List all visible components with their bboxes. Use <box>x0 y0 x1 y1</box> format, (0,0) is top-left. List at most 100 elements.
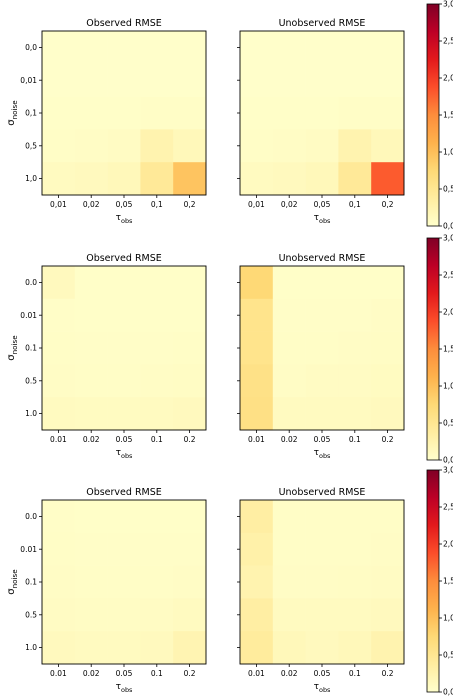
colorbar: 0,0 0,5 1,0 1,5 2,0 2,5 3,0 <box>426 466 453 697</box>
heatmap-cell <box>240 162 274 196</box>
heatmap-cell <box>272 631 306 665</box>
heatmap-panel: Observed RMSE 0.01 0.02 0.05 0.1 0.2 0.0 0.01 0.… <box>6 487 207 694</box>
heatmap-cell <box>140 397 174 431</box>
heatmap-cell <box>371 162 405 196</box>
heatmap-cell <box>74 63 108 97</box>
heatmap-cell <box>371 631 405 665</box>
y-axis-label: σnoise <box>6 335 19 361</box>
heatmap-cell <box>240 63 274 97</box>
colorbar-tick-label: 2,0 <box>443 540 453 549</box>
heatmap-cell <box>338 631 372 665</box>
colorbar-tick-label: 0,5 <box>443 185 453 194</box>
heatmap-cell <box>140 598 174 632</box>
heatmap-cell <box>107 129 141 163</box>
heatmap-cell <box>140 532 174 566</box>
heatmap-cell <box>338 364 372 398</box>
colorbar: 0,0 0,5 1,0 1,5 2,0 2,5 3,0 <box>426 234 453 465</box>
y-tick-label: 0.0 <box>25 278 37 287</box>
heatmap-cell <box>140 129 174 163</box>
x-tick-label: 0,1 <box>349 200 361 209</box>
x-tick-label: 0,02 <box>281 200 298 209</box>
x-tick-label: 0.1 <box>349 435 361 444</box>
x-axis-label: τobs <box>314 448 331 460</box>
x-axis-label: τobs <box>116 682 133 694</box>
heatmap-cell <box>240 331 274 365</box>
heatmap-cell <box>272 96 306 130</box>
heatmap-cell <box>74 364 108 398</box>
x-tick-label: 0.02 <box>281 435 298 444</box>
heatmap-cell <box>107 532 141 566</box>
panel-title: Unobserved RMSE <box>279 487 366 498</box>
heatmap-cell <box>140 63 174 97</box>
heatmap-cell <box>305 598 339 632</box>
heatmap-cell <box>240 266 274 300</box>
heatmap-cell <box>338 63 372 97</box>
x-tick-label: 0,2 <box>382 200 394 209</box>
heatmap-panel: Unobserved RMSE 0.01 0.02 0.05 0.1 0.2 τobs <box>237 487 405 694</box>
y-tick-label: 0.1 <box>25 344 37 353</box>
heatmap-cell <box>42 631 76 665</box>
x-axis-label: τobs <box>116 213 133 225</box>
heatmap-cell <box>371 397 405 431</box>
heatmap-cell <box>140 31 174 65</box>
y-tick-label: 1.0 <box>25 409 37 418</box>
colorbar-tick-label: 2,5 <box>443 503 453 512</box>
colorbar-gradient <box>426 3 440 227</box>
x-tick-label: 0.01 <box>50 669 67 678</box>
heatmap-cell <box>371 500 405 534</box>
heatmap-cell <box>107 565 141 599</box>
x-tick-label: 0,05 <box>116 200 133 209</box>
heatmap-cell <box>305 397 339 431</box>
heatmap-cell <box>173 565 207 599</box>
y-tick-label: 0,0 <box>25 43 37 52</box>
heatmap-cell <box>305 96 339 130</box>
heatmap-cell <box>107 96 141 130</box>
heatmap-cell <box>371 298 405 332</box>
heatmap-cell <box>240 565 274 599</box>
colorbar-gradient <box>426 469 440 693</box>
x-axis-label: τobs <box>314 682 331 694</box>
heatmap-cell <box>107 266 141 300</box>
heatmap-cell <box>107 397 141 431</box>
x-tick-label: 0.2 <box>382 669 394 678</box>
heatmap-cell <box>140 162 174 196</box>
x-tick-label: 0.05 <box>116 435 133 444</box>
panel-title: Observed RMSE <box>86 18 162 29</box>
heatmap-cell <box>338 31 372 65</box>
heatmap-cell <box>74 298 108 332</box>
heatmap-cell <box>338 331 372 365</box>
heatmap-cell <box>272 162 306 196</box>
colorbar-tick-label: 1,0 <box>443 148 453 157</box>
heatmap-cell <box>305 500 339 534</box>
colorbar-tick-label: 1,0 <box>443 614 453 623</box>
heatmap-cell <box>371 96 405 130</box>
heatmap-cell <box>173 364 207 398</box>
x-tick-label: 0.1 <box>151 669 163 678</box>
heatmap-cell <box>240 532 274 566</box>
heatmap-cell <box>338 298 372 332</box>
colorbar-tick-label: 0,5 <box>443 651 453 660</box>
heatmap-cell <box>240 298 274 332</box>
heatmap-cell <box>74 532 108 566</box>
heatmap-cell <box>305 129 339 163</box>
heatmap-cell <box>305 364 339 398</box>
heatmap-cell <box>74 96 108 130</box>
x-axis-label: τobs <box>314 213 331 225</box>
heatmap-cell <box>42 598 76 632</box>
colorbar-tick-label: 0,5 <box>443 419 453 428</box>
heatmap-cell <box>107 162 141 196</box>
heatmap-cell <box>74 162 108 196</box>
heatmap-cell <box>272 31 306 65</box>
heatmap-cell <box>305 631 339 665</box>
heatmap-cell <box>173 397 207 431</box>
x-tick-label: 0.01 <box>50 435 67 444</box>
y-tick-label: 0.0 <box>25 512 37 521</box>
colorbar-tick-label: 3,0 <box>443 466 453 475</box>
heatmap-cell <box>107 631 141 665</box>
colorbar: 0,0 0,5 1,0 1,5 2,0 2,5 3,0 <box>426 0 453 231</box>
x-tick-label: 0,01 <box>50 200 67 209</box>
colorbar-tick-label: 2,0 <box>443 308 453 317</box>
heatmap-cell <box>272 63 306 97</box>
x-tick-label: 0.1 <box>349 669 361 678</box>
x-tick-label: 0.01 <box>248 435 265 444</box>
